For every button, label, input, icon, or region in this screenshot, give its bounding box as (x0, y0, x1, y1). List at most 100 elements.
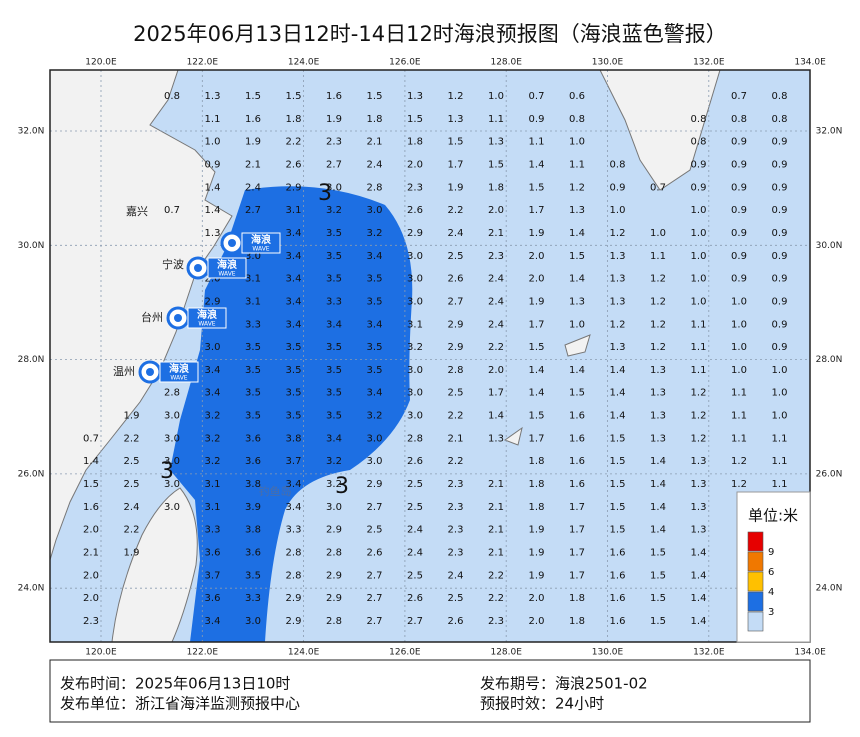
legend-swatch (747, 531, 764, 552)
wave-height: 1.3 (691, 525, 707, 536)
wave-height: 1.7 (448, 159, 464, 170)
legend-level: 4 (768, 587, 774, 598)
wave-height: 3.5 (245, 411, 261, 422)
icon-name: 海浪 (217, 258, 237, 271)
icon-badge (207, 257, 247, 279)
wave-height: 1.4 (205, 205, 221, 216)
legend-level: 9 (768, 547, 774, 558)
wave-height: 1.5 (529, 411, 545, 422)
wave-height: 1.0 (488, 91, 504, 102)
icon-name: 海浪 (251, 233, 271, 246)
wave-height: 1.4 (529, 159, 545, 170)
wave-height: 1.3 (488, 137, 504, 148)
wave-height: 1.1 (772, 456, 788, 467)
wave-height: 0.9 (610, 182, 626, 193)
wave-height: 0.9 (772, 319, 788, 330)
wave-height: 1.4 (488, 411, 504, 422)
lon-label-top: 128.0E (490, 58, 522, 68)
wave-height: 1.4 (691, 570, 707, 581)
wave-height: 1.7 (569, 548, 585, 559)
wave-height: 3.2 (326, 479, 342, 490)
wave-height: 3.5 (326, 228, 342, 239)
lon-label-bottom: 126.0E (389, 648, 421, 658)
legend-swatch (747, 611, 764, 632)
wave-height: 3.4 (326, 319, 342, 330)
wave-height: 2.7 (367, 593, 383, 604)
wave-height: 2.5 (124, 479, 140, 490)
wave-height: 3.3 (326, 296, 342, 307)
wave-height: 2.0 (529, 593, 545, 604)
wave-height: 1.5 (286, 91, 302, 102)
wave-height: 3.0 (407, 274, 423, 285)
wave-height: 3.2 (367, 228, 383, 239)
contour-label: 3 (335, 474, 349, 499)
wave-height: 1.5 (610, 502, 626, 513)
wave-height: 0.8 (610, 159, 626, 170)
wave-height: 3.4 (205, 365, 221, 376)
wave-height: 1.9 (529, 570, 545, 581)
lon-label-bottom: 134.0E (794, 648, 826, 658)
wave-height: 1.8 (529, 502, 545, 513)
wave-height: 3.5 (245, 570, 261, 581)
wave-height: 1.3 (407, 91, 423, 102)
lat-label-right: 32.0N (816, 127, 843, 137)
wave-height: 0.8 (164, 91, 180, 102)
wave-height: 2.9 (448, 319, 464, 330)
wave-height: 2.5 (367, 525, 383, 536)
legend-title: 单位:米 (748, 507, 798, 525)
wave-height: 3.2 (367, 411, 383, 422)
wave-height: 1.8 (488, 182, 504, 193)
wave-height: 1.4 (610, 365, 626, 376)
wave-height: 1.8 (529, 479, 545, 490)
wave-height: 2.6 (286, 159, 302, 170)
wave-height: 0.8 (569, 114, 585, 125)
wave-height: 3.2 (205, 411, 221, 422)
lon-label-bottom: 132.0E (693, 648, 725, 658)
wave-height: 0.9 (731, 205, 747, 216)
wave-height: 2.9 (286, 593, 302, 604)
wave-height: 3.4 (326, 433, 342, 444)
wave-height: 1.7 (569, 525, 585, 536)
wave-height: 1.3 (205, 91, 221, 102)
wave-height: 2.0 (83, 570, 99, 581)
wave-height: 1.1 (488, 114, 504, 125)
wave-height: 1.4 (610, 388, 626, 399)
wave-height: 2.7 (367, 570, 383, 581)
legend-level: 3 (768, 607, 774, 618)
wave-height: 1.2 (448, 91, 464, 102)
icon-name: 海浪 (197, 308, 217, 321)
wave-height: 2.3 (488, 616, 504, 627)
wave-height: 3.5 (326, 274, 342, 285)
wave-height: 1.9 (529, 525, 545, 536)
wave-height: 3.4 (286, 251, 302, 262)
wave-height: 2.0 (488, 205, 504, 216)
wave-height: 1.4 (650, 456, 666, 467)
wave-height: 2.4 (488, 319, 504, 330)
wave-height: 2.1 (245, 159, 261, 170)
wave-height: 0.8 (691, 137, 707, 148)
wave-height: 3.3 (286, 525, 302, 536)
wave-height: 1.3 (205, 228, 221, 239)
wave-height: 2.3 (488, 251, 504, 262)
wave-height: 0.6 (569, 91, 585, 102)
wave-height: 1.4 (650, 502, 666, 513)
wave-height: 3.5 (245, 365, 261, 376)
kyushu (599, 70, 721, 191)
wave-height: 3.4 (205, 616, 221, 627)
wave-height: 2.8 (286, 548, 302, 559)
wave-height: 0.9 (731, 274, 747, 285)
wave-height: 2.4 (488, 274, 504, 285)
wave-height: 3.4 (367, 251, 383, 262)
wave-height: 3.3 (205, 525, 221, 536)
wave-height: 2.2 (124, 525, 140, 536)
wave-height: 1.7 (569, 570, 585, 581)
wave-height: 1.5 (569, 388, 585, 399)
wave-height: 1.5 (407, 114, 423, 125)
wave-height: 1.0 (772, 411, 788, 422)
lat-label-left: 28.0N (18, 355, 45, 365)
lat-label-left: 24.0N (18, 584, 45, 594)
wave-height: 1.0 (772, 365, 788, 376)
wave-height: 3.4 (367, 388, 383, 399)
issue-number: 发布期号：海浪2501-02 (480, 675, 648, 693)
